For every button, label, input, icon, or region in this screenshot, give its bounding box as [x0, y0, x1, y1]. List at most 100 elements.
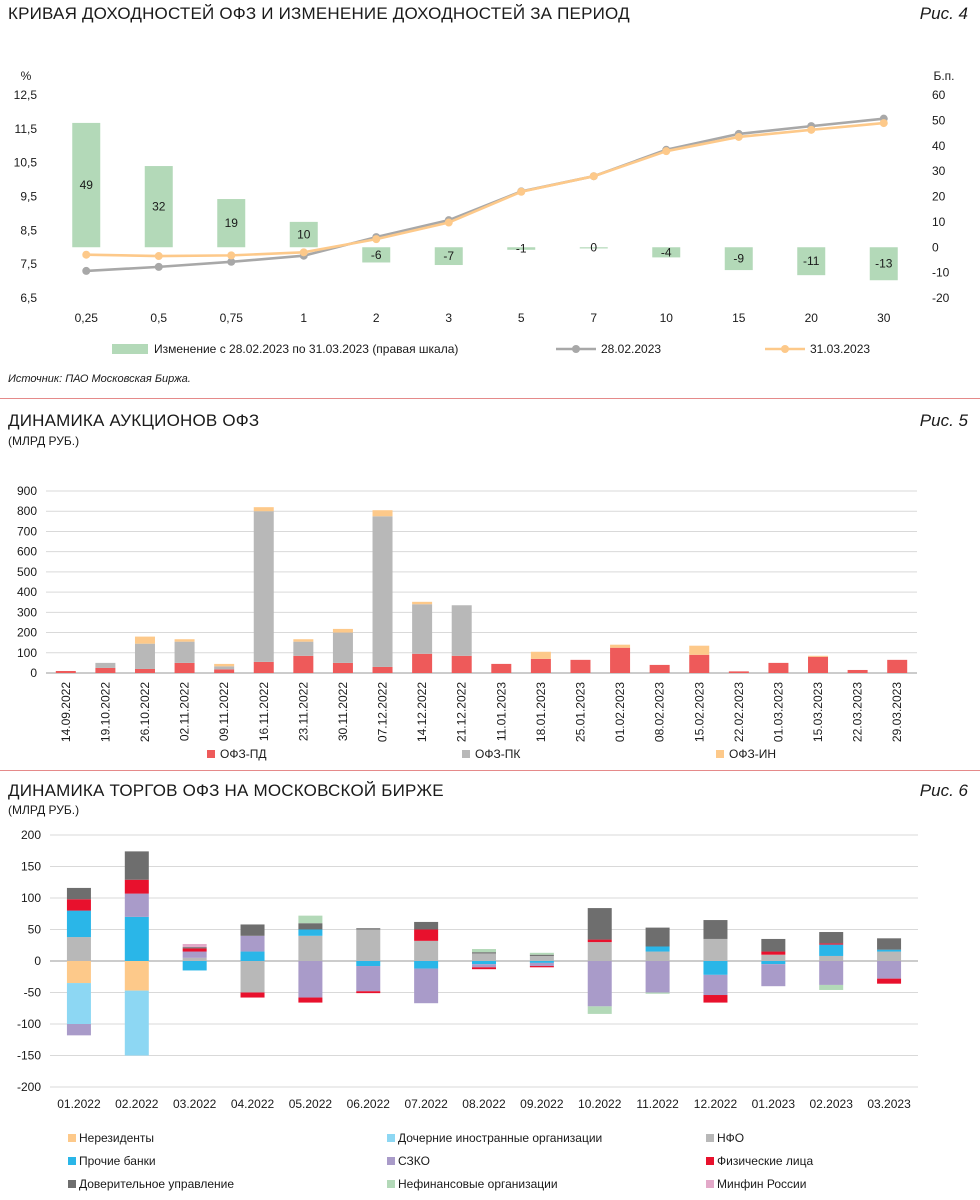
- y-tick-label: 200: [21, 828, 41, 842]
- bar-ofz-pd: [610, 647, 631, 673]
- left-unit-label: %: [21, 69, 32, 83]
- bar-ofz-pd: [768, 662, 789, 673]
- fig5-title: ДИНАМИКА АУКЦИОНОВ ОФЗ: [8, 411, 260, 430]
- y-tick-label: 200: [17, 626, 37, 640]
- line-mar-point: [444, 218, 453, 227]
- legend-ofz-pd-label: ОФЗ-ПД: [220, 747, 266, 761]
- x-tick-label: 02.11.2022: [178, 682, 192, 741]
- left-tick-label: 7,5: [20, 257, 37, 271]
- bar-trust: [819, 932, 844, 944]
- bar-other_banks: [356, 961, 381, 967]
- y-tick-label: 0: [30, 666, 37, 680]
- bar-szko: [703, 974, 728, 996]
- fig4-title: КРИВАЯ ДОХОДНОСТЕЙ ОФЗ И ИЗМЕНЕНИЕ ДОХОД…: [8, 4, 630, 23]
- legend-trust-label: Доверительное управление: [79, 1177, 234, 1191]
- bar-individuals: [356, 991, 381, 994]
- change-data-label: 49: [80, 178, 94, 192]
- bar-ofz-pd: [847, 669, 868, 673]
- bar-ofz-pk: [372, 516, 393, 667]
- bar-individuals: [587, 939, 612, 943]
- line-mar-point: [227, 251, 236, 260]
- y-tick-label: 800: [17, 504, 37, 518]
- x-tick-label: 03.2023: [867, 1097, 911, 1111]
- bar-foreign_sub: [124, 990, 149, 1056]
- x-tick-label: 11.01.2023: [494, 682, 508, 741]
- bar-other_banks: [761, 961, 786, 965]
- bar-nonfin: [529, 952, 554, 955]
- bar-szko: [761, 964, 786, 987]
- bar-ofz-pd: [491, 663, 512, 673]
- change-bar: [579, 247, 608, 249]
- fig5-label: Рис. 5: [919, 411, 968, 430]
- bar-ofz-in: [689, 645, 710, 655]
- fig6-subtitle: (МЛРД РУБ.): [8, 803, 80, 817]
- bar-ofz-pk: [95, 662, 116, 668]
- change-data-label: 0: [590, 240, 597, 254]
- legend-individuals-label: Физические лица: [717, 1154, 813, 1168]
- bar-ofz-pd: [293, 655, 314, 673]
- legend-label-change: Изменение с 28.02.2023 по 31.03.2023 (пр…: [154, 342, 458, 356]
- bar-nfo: [819, 955, 844, 961]
- bar-individuals: [240, 992, 265, 998]
- bar-other_banks: [877, 949, 902, 952]
- bar-ofz-pd: [649, 664, 670, 673]
- bar-nfo: [66, 937, 91, 961]
- x-tick-label: 14.09.2022: [59, 682, 73, 742]
- bar-other_banks: [124, 916, 149, 961]
- line-mar-point: [662, 147, 671, 156]
- change-data-label: -6: [371, 248, 382, 262]
- right-tick-label: 10: [932, 215, 946, 229]
- bar-individuals: [819, 943, 844, 945]
- x-tick-label: 14.12.2022: [415, 682, 429, 742]
- legend-label-feb: 28.02.2023: [601, 342, 661, 356]
- auctions-chart: 900 800 700 600 500 400 300 200 100 0 14.09.2022 19…: [17, 484, 917, 761]
- change-bar: [797, 247, 826, 276]
- bar-szko: [66, 1024, 91, 1036]
- y-tick-label: -100: [17, 1017, 41, 1031]
- bar-individuals: [877, 978, 902, 984]
- bar-other_banks: [472, 961, 496, 965]
- bar-nfo: [587, 942, 612, 961]
- x-tick-label: 09.11.2022: [217, 682, 231, 741]
- divider-1: [0, 398, 980, 399]
- change-data-label: -4: [661, 245, 672, 259]
- y-tick-label: -200: [17, 1080, 41, 1094]
- x-tick-label: 23.11.2022: [296, 682, 310, 741]
- x-tick-label: 16.11.2022: [257, 682, 271, 741]
- bar-ofz-pd: [530, 658, 551, 673]
- line-feb-point: [227, 257, 236, 266]
- bar-ofz-pd: [214, 669, 235, 673]
- legend-nfo-label: НФО: [717, 1131, 744, 1145]
- bar-nfo: [529, 955, 554, 961]
- x-tick-label: 30.11.2022: [336, 682, 350, 741]
- x-tick-label: 22.03.2023: [851, 682, 865, 742]
- y-tick-label: 150: [21, 860, 41, 874]
- y-tick-label: -50: [24, 986, 42, 1000]
- legend-trust-swatch: [68, 1180, 76, 1188]
- x-tick-label: 19.10.2022: [98, 682, 112, 742]
- bar-individuals: [66, 899, 91, 911]
- right-tick-label: 50: [932, 113, 946, 127]
- x-tick-label: 04.2022: [231, 1097, 275, 1111]
- bar-szko: [240, 935, 265, 952]
- x-tick-label: 01.2023: [752, 1097, 796, 1111]
- bar-szko: [819, 961, 844, 985]
- right-tick-label: 30: [932, 164, 946, 178]
- bar-ofz-pk: [174, 641, 195, 663]
- bar-nonfin: [645, 992, 670, 994]
- change-bar: [217, 199, 246, 248]
- bar-other_banks: [819, 944, 844, 956]
- x-tick-label: 11.2022: [636, 1097, 679, 1111]
- right-unit-label: Б.п.: [933, 69, 954, 83]
- x-tick-label: 01.2022: [57, 1097, 101, 1111]
- right-tick-label: 0: [932, 240, 939, 254]
- y-tick-label: 400: [17, 585, 37, 599]
- right-tick-label: -10: [932, 266, 950, 280]
- bar-individuals: [472, 967, 496, 970]
- bar-nfo: [645, 951, 670, 961]
- bar-ofz-pk: [293, 641, 314, 656]
- bar-ofz-pd: [174, 662, 195, 673]
- y-tick-label: 600: [17, 545, 37, 559]
- bar-trust: [356, 928, 381, 930]
- bar-trust: [703, 920, 728, 939]
